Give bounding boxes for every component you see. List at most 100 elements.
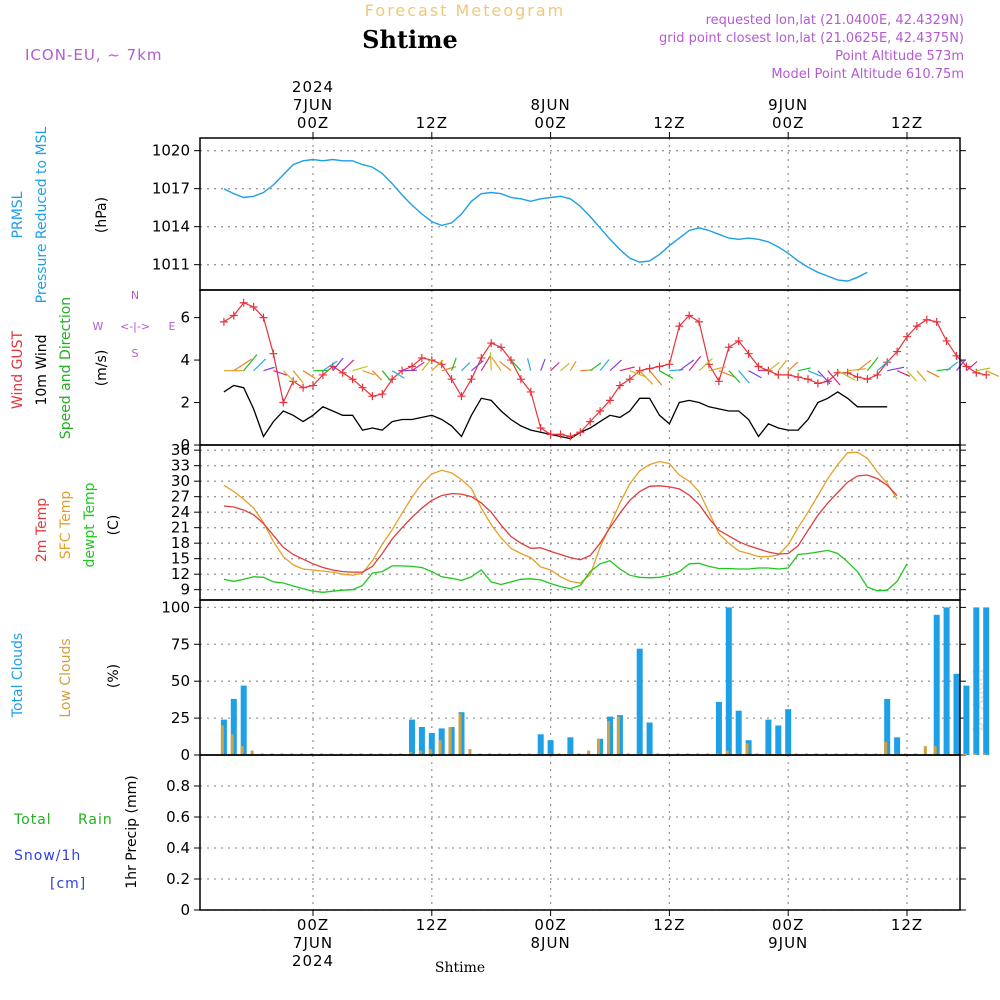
clouds-unit: (%) — [106, 664, 122, 688]
low-cloud-bar — [597, 738, 601, 755]
total-cloud-bar — [230, 698, 237, 755]
wind-direction-arrow — [718, 370, 735, 378]
y-tick-label: 27 — [171, 488, 190, 506]
wind-direction-arrow — [649, 370, 663, 386]
wind-direction-arrow — [253, 358, 267, 372]
total-cloud-bar — [547, 740, 554, 755]
low-cloud-bar — [973, 753, 977, 755]
y-tick-label: 18 — [171, 534, 190, 552]
dewpt-label: dewpt Temp — [82, 482, 98, 567]
gust-marker — [833, 368, 842, 377]
gust-marker — [724, 343, 733, 352]
wind-direction-arrow — [698, 358, 713, 372]
low-cloud-bar — [409, 752, 412, 755]
gridpoint-coords: grid point closest lon,lat (21.0625E, 42… — [659, 31, 964, 46]
gust-marker — [813, 379, 822, 388]
wind-direction-arrow — [451, 357, 457, 371]
total-cloud-bar — [894, 737, 901, 755]
gust-marker — [269, 349, 278, 358]
wind-direction-arrow — [619, 366, 635, 372]
panel-frame — [199, 754, 961, 911]
wind-direction-arrow — [441, 366, 457, 372]
y-tick-label: 9 — [180, 581, 190, 599]
total-cloud-bar — [567, 737, 574, 755]
gust-marker — [863, 375, 872, 384]
top-time-label: 8JUN — [531, 96, 571, 114]
gust-marker — [675, 322, 684, 331]
gust-marker — [804, 375, 812, 384]
low-cloud-bar — [745, 743, 749, 755]
wind-direction-arrow — [362, 370, 375, 376]
dewpt-line — [223, 549, 908, 593]
total-cloud-bar — [537, 734, 544, 755]
total-cloud-bar — [646, 722, 653, 755]
gust-marker — [952, 351, 961, 360]
panel-frame — [199, 137, 961, 291]
wind-direction-arrow — [926, 370, 940, 378]
gust-marker — [774, 370, 783, 379]
gust-marker — [695, 317, 704, 326]
wind-direction-arrow — [728, 370, 741, 384]
t2m-label: 2m Temp — [34, 498, 50, 562]
gust-marker — [408, 362, 416, 371]
wind-direction-arrow — [342, 359, 355, 372]
gust-marker — [784, 370, 793, 379]
wind-unit: (m/s) — [94, 350, 110, 387]
wind-direction-arrow — [748, 370, 762, 379]
low-cloud-bar — [240, 746, 244, 755]
wind10-line — [223, 384, 888, 440]
gust-marker — [477, 353, 486, 362]
gust-marker — [229, 311, 238, 320]
y-tick-label: 1020 — [152, 142, 190, 160]
top-time-label: 12Z — [891, 114, 923, 132]
total-cloud-bar — [973, 607, 980, 755]
gust-marker — [794, 373, 803, 382]
wind-direction-arrow — [263, 366, 275, 372]
wind-direction-arrow — [421, 358, 432, 372]
prmsl-label-long: Pressure Reduced to MSL — [34, 126, 50, 303]
y-tick-label: 0.6 — [166, 808, 190, 826]
wind-direction-arrow — [243, 354, 258, 372]
rain-label: Rain — [78, 812, 113, 828]
point-altitude: Point Altitude 573m — [835, 49, 964, 64]
bottom-time-label: 12Z — [416, 916, 448, 934]
compass-row: <-|-> — [120, 320, 150, 333]
gust-marker — [893, 347, 902, 356]
gust-marker — [378, 390, 387, 399]
low-cloud-bar — [983, 753, 987, 755]
wind-direction-arrow — [352, 365, 368, 372]
gust-marker — [318, 370, 327, 379]
low-cloud-bar — [963, 753, 967, 755]
total-cloud-bar — [785, 709, 792, 755]
wind-direction-arrow — [629, 370, 646, 378]
gust-marker — [516, 375, 525, 384]
wind-direction-arrow — [391, 370, 405, 379]
gust-marker — [734, 336, 743, 345]
total-cloud-bar — [428, 732, 435, 755]
total-cloud-bar — [409, 719, 415, 755]
gust-marker — [526, 387, 535, 396]
gust-marker — [685, 311, 694, 320]
wind-direction-arrow — [381, 370, 391, 381]
low-cloud-bar — [250, 750, 254, 755]
y-tick-label: 30 — [171, 472, 190, 490]
wind10-label: 10m Wind — [34, 334, 50, 405]
total-cloud-bar — [933, 614, 940, 755]
y-tick-label: 0.4 — [166, 839, 190, 857]
gust-marker — [665, 360, 674, 369]
low-cloud-bar — [468, 749, 472, 755]
wind-direction-arrow — [322, 360, 338, 372]
low-cloud-bar — [230, 734, 234, 755]
gust-line — [223, 301, 987, 438]
gust-marker — [932, 317, 941, 326]
gust-marker — [497, 343, 506, 352]
gust-marker — [447, 375, 456, 384]
wind-direction-arrow — [827, 370, 841, 386]
model-label: ICON-EU, ~ 7km — [25, 46, 163, 64]
gust-marker — [358, 383, 367, 392]
wind-direction-arrow — [946, 361, 958, 372]
wind-direction-arrow — [273, 370, 288, 376]
gust-marker — [507, 356, 515, 365]
y-tick-label: 0 — [180, 746, 190, 764]
